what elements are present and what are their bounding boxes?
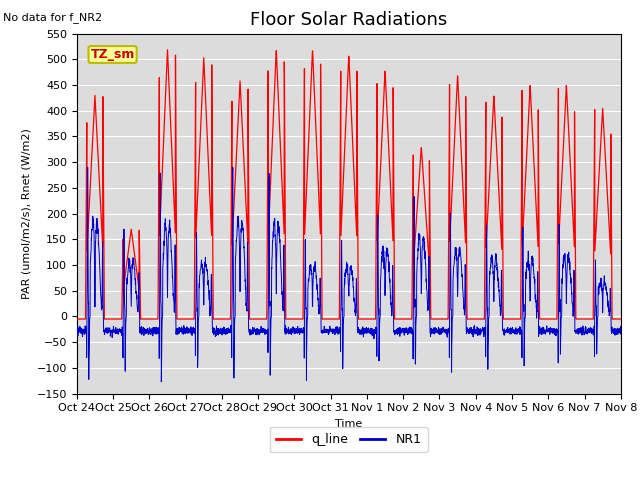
X-axis label: Time: Time [335, 419, 362, 429]
Title: Floor Solar Radiations: Floor Solar Radiations [250, 11, 447, 29]
Text: TZ_sm: TZ_sm [90, 48, 135, 61]
Legend: q_line, NR1: q_line, NR1 [270, 427, 428, 452]
Text: No data for f_NR2: No data for f_NR2 [3, 12, 102, 23]
Y-axis label: PAR (umol/m2/s), Rnet (W/m2): PAR (umol/m2/s), Rnet (W/m2) [21, 128, 31, 299]
